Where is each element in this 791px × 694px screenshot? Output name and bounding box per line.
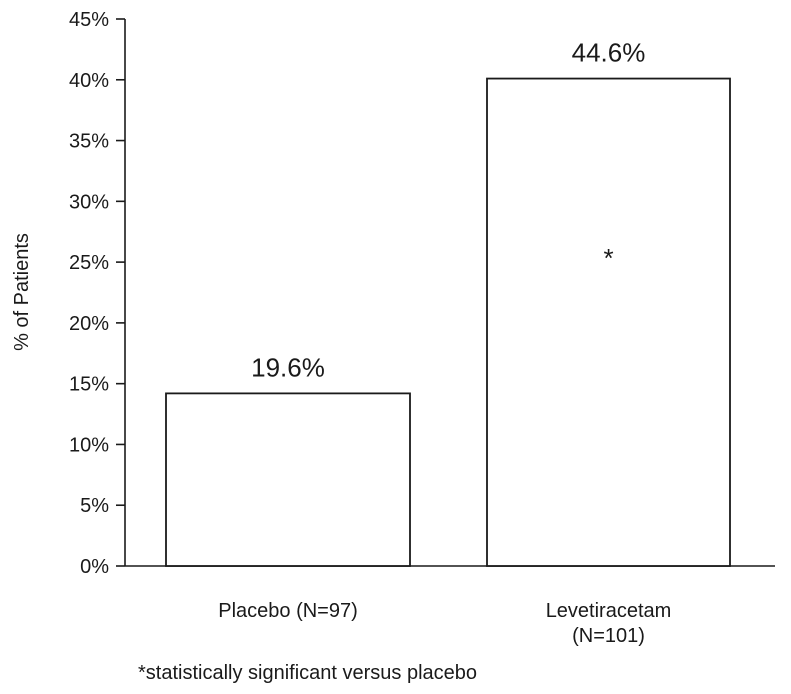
x-axis-labels: Placebo (N=97) Levetiracetam (N=101) xyxy=(218,600,671,647)
y-tick-label: 15% xyxy=(69,374,109,396)
footnote: *statistically significant versus placeb… xyxy=(138,662,478,684)
y-tick-label: 10% xyxy=(69,434,109,456)
category-label: (N=101) xyxy=(572,625,645,647)
bars: 19.6% 44.6% * xyxy=(165,38,731,567)
y-tick-label: 35% xyxy=(69,131,109,153)
y-tick-label: 5% xyxy=(80,495,109,517)
y-tick-label: 25% xyxy=(69,252,109,274)
y-tick-label: 0% xyxy=(80,556,109,578)
category-label: Levetiracetam xyxy=(546,600,672,622)
bar xyxy=(486,77,731,567)
y-tick-label: 30% xyxy=(69,191,109,213)
bar-value-label: 19.6% xyxy=(251,352,325,382)
bar xyxy=(165,392,411,567)
bar-value-label: 44.6% xyxy=(572,38,646,68)
y-tick-label: 40% xyxy=(69,70,109,92)
y-tick-label: 20% xyxy=(69,313,109,335)
y-tick-label: 45% xyxy=(69,9,109,31)
significance-asterisk: * xyxy=(603,243,613,273)
y-axis-label: % of Patients xyxy=(11,233,33,351)
category-label: Placebo (N=97) xyxy=(218,600,358,622)
